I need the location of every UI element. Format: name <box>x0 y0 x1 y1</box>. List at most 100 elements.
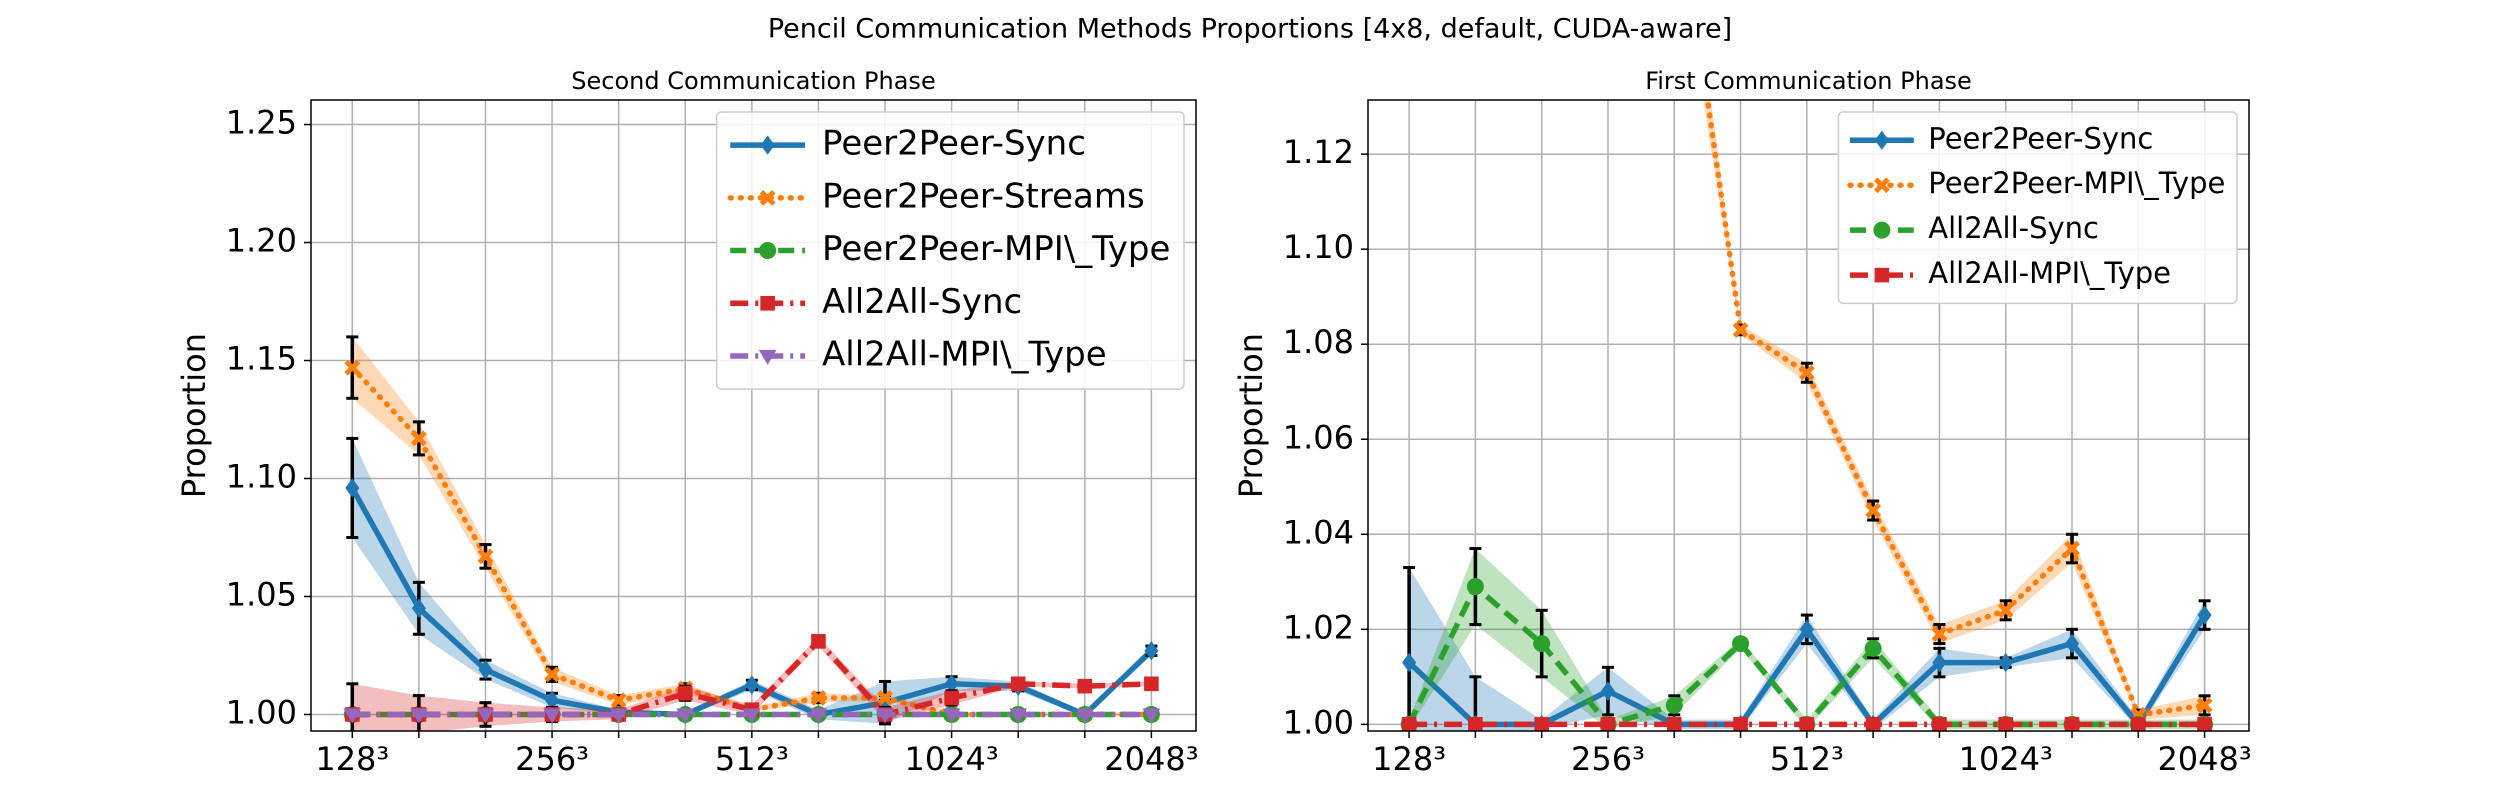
marker <box>1665 696 1683 714</box>
marker <box>2196 697 2213 714</box>
marker <box>1732 635 1750 653</box>
marker <box>2197 605 2212 625</box>
x-tick-label: 512³ <box>715 740 789 778</box>
y-tick-label: 1.12 <box>1283 133 1354 171</box>
marker <box>1075 708 1094 724</box>
legend: Peer2Peer-Sync Peer2Peer-Streams Peer2Peer… <box>715 111 1185 390</box>
marker <box>344 359 361 376</box>
marker <box>1533 635 1551 653</box>
marker <box>811 634 826 649</box>
legend-marker <box>1873 221 1891 239</box>
marker <box>742 708 761 724</box>
marker <box>1144 676 1159 692</box>
legend-label: Peer2Peer-Sync <box>1928 121 2153 155</box>
axes-frame <box>1367 99 2250 732</box>
marker <box>1142 708 1161 724</box>
y-axis-label: Proportion <box>1232 333 1270 498</box>
legend-label: Peer2Peer-Streams <box>822 176 1145 216</box>
marker <box>544 666 560 683</box>
marker <box>1864 639 1882 657</box>
marker <box>744 675 759 695</box>
legend: Peer2Peer-Sync Peer2Peer-MPI\_Type All2All… <box>1837 111 2238 305</box>
y-tick-label: 1.10 <box>1283 228 1354 266</box>
legend-box <box>1837 111 2238 305</box>
x-tick-label: 256³ <box>1571 740 1645 778</box>
y-tick-label: 1.05 <box>226 575 297 613</box>
marker <box>944 690 959 706</box>
marker <box>411 598 426 618</box>
marker <box>1733 717 1748 731</box>
y-tick-label: 1.00 <box>1283 703 1354 741</box>
legend-marker <box>1874 130 1889 150</box>
legend-label: Peer2Peer-Sync <box>822 124 1086 164</box>
marker <box>677 685 693 701</box>
marker <box>1865 717 1881 731</box>
marker <box>1402 652 1417 673</box>
y-tick-label: 1.15 <box>226 340 297 378</box>
marker <box>1732 322 1749 338</box>
marker <box>2064 633 2080 654</box>
x-tick-label: 512³ <box>1770 740 1844 778</box>
marker <box>478 659 493 680</box>
y-tick-label: 1.00 <box>226 693 297 731</box>
axes-title: Second Communication Phase <box>571 67 935 95</box>
legend-marker <box>759 189 776 206</box>
marker <box>1144 641 1159 661</box>
y-tick-label: 1.25 <box>226 104 297 142</box>
marker <box>610 692 627 709</box>
marker <box>345 478 360 498</box>
marker <box>1010 676 1026 692</box>
marker <box>1600 717 1616 731</box>
marker <box>1077 678 1093 694</box>
figure-title: Pencil Communication Methods Proportions… <box>768 14 1732 45</box>
marker <box>2197 717 2212 731</box>
y-tick-label: 1.04 <box>1283 513 1354 551</box>
x-tick-label: 1024³ <box>904 740 998 778</box>
marker <box>1799 717 1815 731</box>
marker <box>1600 681 1615 701</box>
legend-label: All2All-Sync <box>822 282 1022 322</box>
legend-label: Peer2Peer-MPI\_Type <box>1928 166 2225 200</box>
x-tick-label: 128³ <box>1372 740 1446 778</box>
legend-marker <box>760 295 775 311</box>
marker <box>476 708 495 724</box>
marker <box>1931 626 1948 642</box>
marker <box>810 690 827 706</box>
legend-label: All2All-MPI\_Type <box>822 334 1107 374</box>
marker <box>1468 717 1483 731</box>
y-tick-label: 1.08 <box>1283 323 1354 361</box>
axes-title: First Communication Phase <box>1645 67 1972 95</box>
legend-marker <box>1874 267 1890 283</box>
y-tick-label: 1.02 <box>1283 608 1354 646</box>
marker <box>1932 717 1947 731</box>
marker <box>1799 619 1814 639</box>
marker <box>1466 578 1484 596</box>
y-tick-label: 1.20 <box>226 222 297 260</box>
legend-marker <box>1873 177 1890 194</box>
legend-marker <box>760 135 775 155</box>
marker <box>1998 717 2014 731</box>
marker <box>676 708 695 724</box>
marker <box>877 690 893 706</box>
marker <box>1798 364 1815 381</box>
marker <box>410 430 427 447</box>
legend-label: Peer2Peer-MPI\_Type <box>822 229 1170 269</box>
legend-label: All2All-Sync <box>1928 211 2099 245</box>
plot-area <box>343 335 1161 731</box>
marker <box>1998 652 2013 673</box>
y-axis-label: Proportion <box>175 333 213 498</box>
marker <box>1997 602 2014 619</box>
marker <box>1865 502 1882 519</box>
axes: First Communication Phase Proportion 1.00 1… <box>1232 67 2252 778</box>
x-tick-label: 128³ <box>315 740 389 778</box>
marker <box>477 548 494 565</box>
marker <box>1009 708 1028 724</box>
legend-label: All2All-MPI\_Type <box>1928 256 2171 290</box>
marker <box>809 708 828 724</box>
marker <box>942 708 961 724</box>
plot-area <box>1400 100 2214 731</box>
marker <box>876 708 894 724</box>
error-band <box>1409 548 2205 730</box>
x-tick-label: 2048³ <box>1104 740 1198 778</box>
marker <box>1666 717 1682 731</box>
